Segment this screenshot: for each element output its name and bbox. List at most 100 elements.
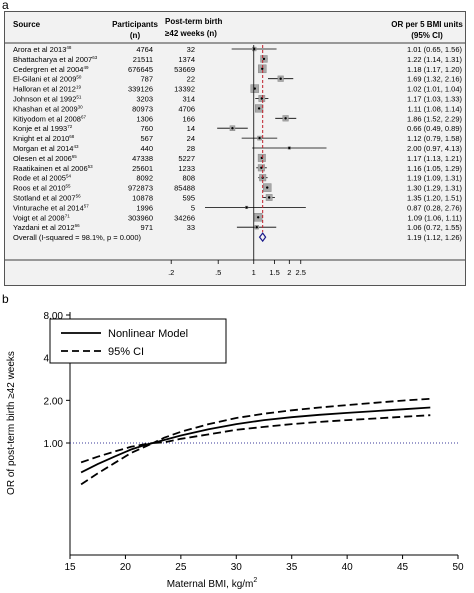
study-row: Stotland et al 200756 10878 595 1.35 (1.20,… (13, 194, 462, 203)
x-tick-label: 30 (231, 562, 243, 573)
study-post-term: 166 (182, 114, 195, 123)
study-source: Konje et al 199372 (13, 124, 73, 133)
study-participants: 787 (140, 75, 153, 84)
study-post-term: 4706 (178, 104, 195, 113)
col-header-participants-unit: (n) (130, 31, 141, 40)
study-participants: 3203 (136, 95, 153, 104)
study-or-label: 1.09 (1.06, 1.11) (408, 213, 463, 222)
study-participants: 8092 (136, 174, 153, 183)
study-row: Olesen et al 200665 47338 5227 1.17 (1.13, … (13, 154, 462, 163)
study-point (255, 226, 258, 229)
study-point (261, 67, 264, 70)
study-participants: 1996 (136, 203, 153, 212)
col-header-or-ci: (95% CI) (411, 31, 443, 40)
x-tick-label: 35 (286, 562, 298, 573)
col-header-or: OR per 5 BMI units (391, 20, 463, 29)
study-participants: 760 (140, 124, 153, 133)
study-point (245, 206, 248, 209)
study-post-term: 14 (187, 124, 195, 133)
study-or-label: 1.12 (0.79, 1.58) (407, 134, 463, 143)
study-participants: 10878 (132, 194, 153, 203)
ci-lower-line (80, 414, 431, 486)
study-or-label: 1.17 (1.13, 1.21) (407, 154, 463, 163)
study-participants: 80973 (132, 104, 153, 113)
overall-row: Overall (I-squared = 98.1%, p = 0.000) 1.… (13, 232, 463, 242)
study-row: Voigt et al 200871 303960 34266 1.09 (1.06,… (13, 213, 462, 222)
study-source: Stotland et al 200756 (13, 194, 81, 203)
study-post-term: 5 (191, 203, 195, 212)
study-point (231, 127, 234, 130)
study-participants: 676645 (128, 65, 153, 74)
study-row: Knight et al 201068 567 24 1.12 (0.79, 1.58… (13, 134, 462, 143)
x-tick-label: 2.5 (296, 268, 306, 277)
x-tick-label: 2 (287, 268, 291, 277)
study-participants: 25601 (132, 164, 153, 173)
x-tick-label: .5 (215, 268, 221, 277)
study-reference: 49 (83, 65, 89, 70)
study-source: Vinturache et al 201457 (13, 203, 89, 212)
study-point (258, 136, 261, 140)
y-axis-title: OR of post-term birth ≥42 weeks (6, 351, 17, 495)
study-point (279, 77, 282, 80)
ci-upper-line (80, 397, 431, 464)
study-or-label: 1.22 (1.14, 1.31) (407, 55, 463, 64)
study-source: Knight et al 201068 (13, 134, 75, 143)
study-source: Yazdani et al 201266 (13, 223, 80, 232)
study-row: Vinturache et al 201457 1996 5 0.87 (0.28, … (13, 203, 462, 212)
study-participants: 303960 (128, 213, 153, 222)
legend-label-model: Nonlinear Model (108, 328, 188, 340)
x-tick-label: 40 (342, 562, 354, 573)
study-source: Roos et al 201055 (13, 184, 71, 193)
study-or-label: 0.66 (0.49, 0.89) (407, 124, 463, 133)
x-tick-label: 25 (175, 562, 187, 573)
study-reference: 68 (69, 134, 75, 139)
col-header-participants: Participants (112, 20, 158, 29)
study-reference: 50 (76, 75, 82, 80)
study-post-term: 13392 (174, 85, 195, 94)
forest-plot-panel: Source Participants (n) Post-term birth … (4, 11, 466, 286)
study-reference: 54 (66, 174, 72, 179)
study-or-label: 1.02 (1.01, 1.04) (407, 85, 463, 94)
study-row: Raatikainen et al 200653 25601 1233 1.16 (1… (13, 164, 462, 173)
study-source: Kitiyodom et al 200867 (13, 114, 86, 123)
study-participants: 440 (140, 144, 153, 153)
study-post-term: 34266 (174, 213, 195, 222)
study-source: Rode et al 200554 (13, 174, 71, 183)
study-source: Morgan et al 201443 (13, 144, 79, 153)
study-or-label: 1.69 (1.32, 2.16) (407, 75, 463, 84)
study-point (284, 117, 287, 120)
x-axis-title-superscript: 2 (253, 577, 257, 584)
study-source: Olesen et al 200665 (13, 154, 77, 163)
study-source: Voigt et al 200871 (13, 213, 70, 222)
study-or-label: 1.17 (1.03, 1.33) (407, 95, 463, 104)
study-post-term: 314 (182, 95, 195, 104)
study-row: El-Gilani et al 200950 787 22 1.69 (1.32, 2… (13, 75, 462, 84)
study-post-term: 53669 (174, 65, 195, 74)
study-source: Arora et al 201348 (13, 45, 72, 54)
legend-label-ci: 95% CI (108, 346, 144, 358)
study-reference: 63 (92, 55, 98, 60)
study-or-label: 1.30 (1.29, 1.31) (407, 184, 463, 193)
study-source: El-Gilani et al 200950 (13, 75, 82, 84)
study-or-label: 0.87 (0.28, 2.76) (407, 203, 463, 212)
overall-or-label: 1.19 (1.12, 1.26) (407, 233, 463, 242)
study-participants: 4764 (136, 45, 153, 54)
study-participants: 47338 (132, 154, 153, 163)
study-point (288, 146, 291, 150)
study-post-term: 595 (182, 194, 195, 203)
study-post-term: 22 (187, 75, 195, 84)
study-source: Raatikainen et al 200653 (13, 164, 93, 173)
panel-b-label: b (2, 292, 9, 306)
overall-label: Overall (I-squared = 98.1%, p = 0.000) (13, 233, 141, 242)
y-tick-label: 2.00 (44, 396, 64, 407)
study-or-label: 1.35 (1.20, 1.51) (407, 194, 463, 203)
study-source: Johnson et al 199251 (13, 95, 82, 104)
study-post-term: 24 (187, 134, 195, 143)
col-header-post-term: Post-term birth (165, 17, 222, 26)
study-reference: 48 (66, 45, 72, 50)
study-participants: 21511 (133, 55, 153, 64)
y-tick-label: 8.00 (44, 311, 64, 322)
study-point (253, 87, 256, 90)
study-post-term: 1233 (178, 164, 195, 173)
study-row: Morgan et al 201443 440 28 2.00 (0.97, 4.13… (13, 144, 462, 153)
